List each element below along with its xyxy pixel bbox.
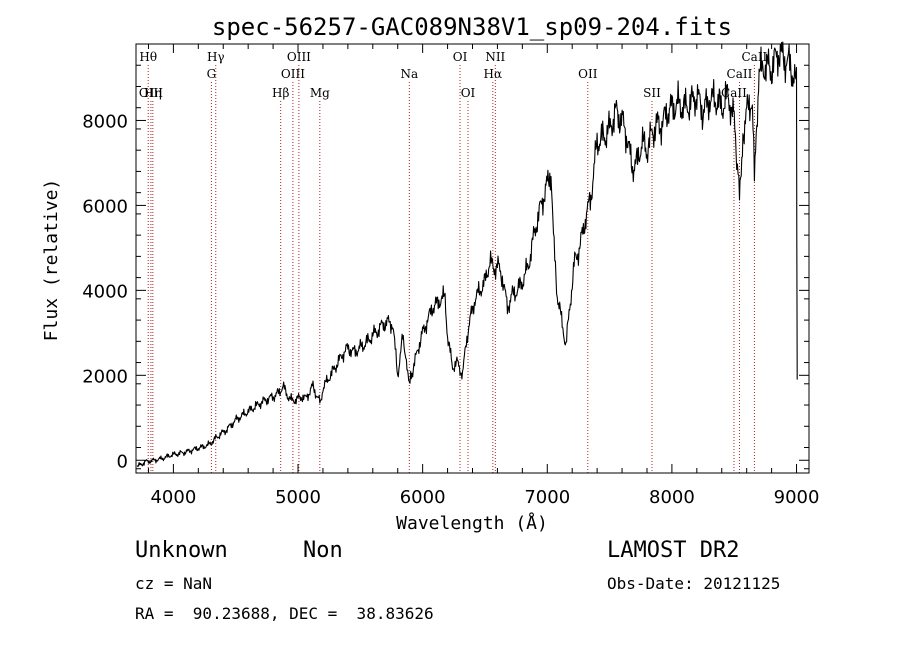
y-tick-label: 8000	[82, 111, 128, 132]
spectral-line-label: G	[207, 67, 217, 81]
spectral-line-label: OI	[461, 86, 476, 100]
obs-date: Obs-Date: 20121125	[607, 574, 781, 593]
spectral-line-label: Hη	[144, 86, 162, 100]
cz-value: cz = NaN	[135, 574, 213, 593]
coordinates: RA = 90.23688, DEC = 38.83626	[135, 604, 434, 623]
spectral-line-label: Mg	[310, 86, 330, 100]
x-tick-label: 8000	[649, 487, 695, 508]
spectral-line-label: Hθ	[139, 50, 157, 64]
chart-title: spec-56257-GAC089N38V1_sp09-204.fits	[212, 13, 732, 41]
y-tick-label: 0	[117, 451, 128, 472]
y-axis-label: Flux (relative)	[41, 179, 62, 342]
x-tick-label: 9000	[774, 487, 820, 508]
spectrum-series	[136, 41, 798, 468]
spectral-line-label: NII	[485, 50, 505, 64]
x-tick-label: 6000	[400, 487, 446, 508]
spectral-line-label: CaII	[741, 50, 767, 64]
spectral-line-label: Na	[400, 67, 418, 81]
object-class: Unknown	[135, 538, 228, 563]
spectral-line-label: Hα	[484, 67, 503, 81]
spectral-line-label: OII	[578, 67, 598, 81]
x-tick-label: 4000	[150, 487, 196, 508]
spectral-line-label: OI	[453, 50, 468, 64]
spectrum-line	[136, 41, 798, 468]
spectral-line-label: OIII	[139, 86, 163, 100]
survey-name: LAMOST DR2	[607, 538, 740, 563]
x-tick-label: 7000	[524, 487, 570, 508]
spectral-line-label: OIII	[281, 67, 305, 81]
x-tick-label: 5000	[275, 487, 321, 508]
y-tick-label: 4000	[82, 281, 128, 302]
spectral-line-label: Hγ	[207, 50, 225, 64]
spectral-line-label: Hβ	[272, 86, 289, 100]
y-tick-label: 2000	[82, 366, 128, 387]
axes: 4000 5000 6000 7000 8000 9000 0 2000 4000 6000 800…	[82, 43, 820, 508]
spectral-line-label: SII	[643, 86, 661, 100]
x-axis-label: Wavelength (Å)	[396, 512, 548, 534]
spectral-line-label: CaII	[727, 67, 753, 81]
y-tick-label: 6000	[82, 196, 128, 217]
spectral-line-label: OIII	[287, 50, 311, 64]
object-subclass: Non	[303, 538, 343, 563]
